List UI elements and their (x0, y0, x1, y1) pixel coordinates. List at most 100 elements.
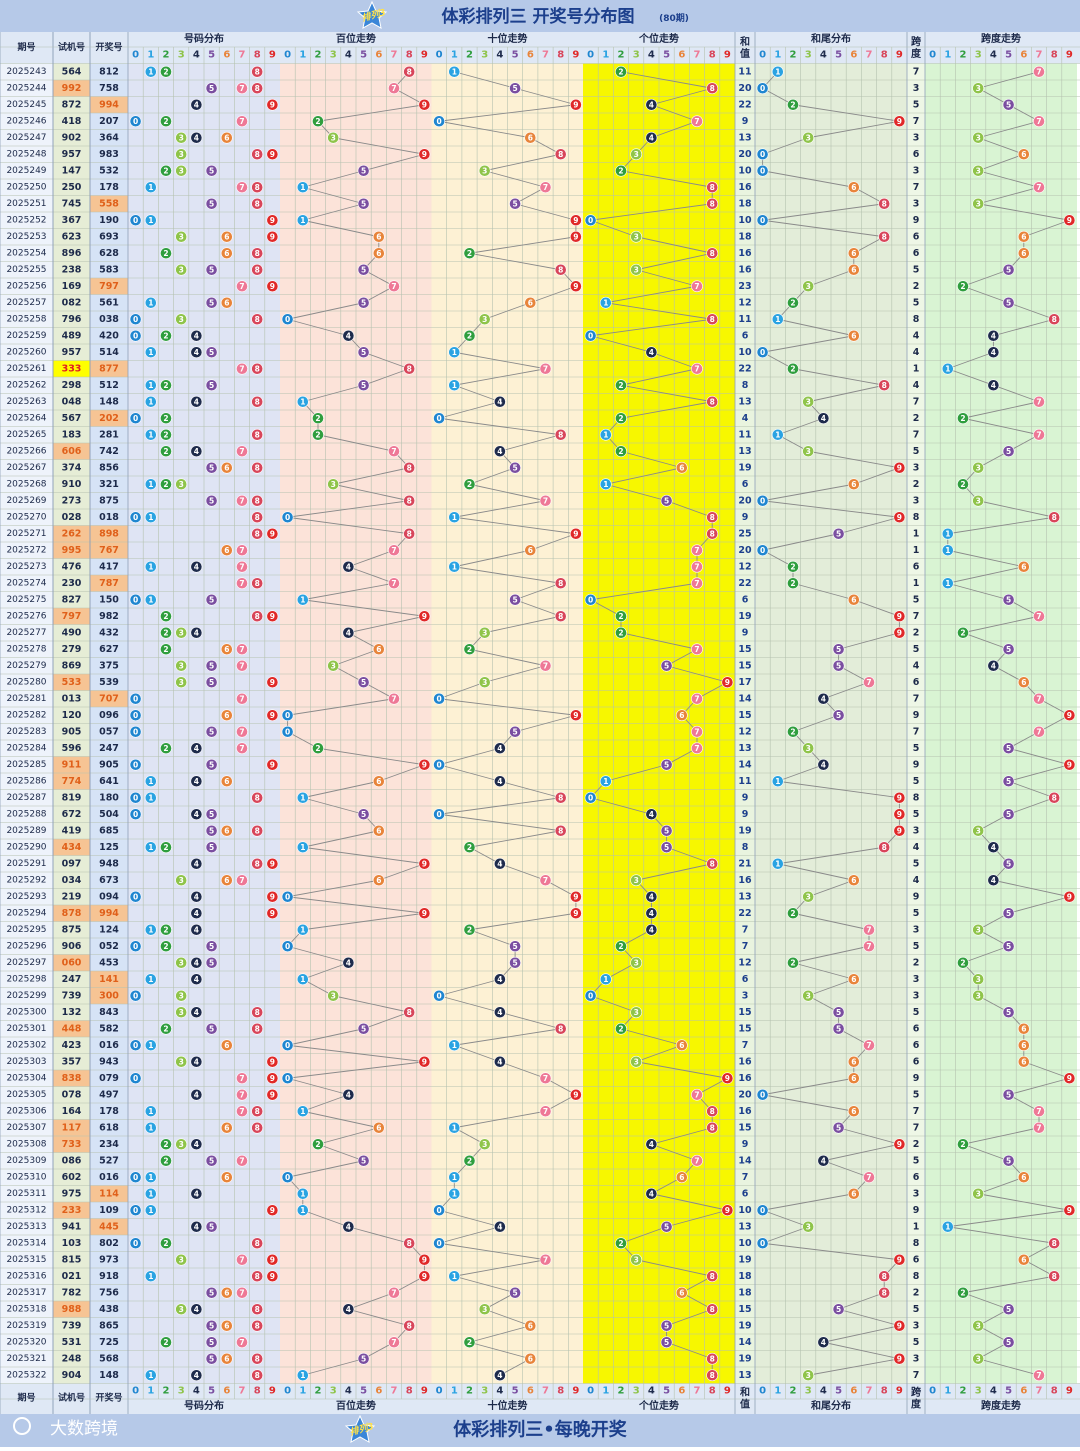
draw-number: 178 (99, 182, 119, 193)
ball-digit: 4 (497, 777, 502, 786)
ball (251, 148, 264, 161)
sum: 15 (738, 1007, 751, 1018)
trend-line (651, 87, 713, 106)
trend-line (651, 1193, 728, 1211)
ball-digit: 5 (209, 299, 214, 308)
ball (372, 824, 385, 837)
ball-digit: 1 (603, 975, 608, 984)
trial-number: 796 (62, 314, 82, 325)
trial-number: 247 (62, 974, 82, 985)
trend-line (666, 1209, 728, 1228)
trend-line (302, 1110, 379, 1129)
ball-digit: 3 (976, 1190, 981, 1199)
digit-header: 8 (709, 50, 716, 61)
span: 5 (913, 776, 920, 787)
ball-digit: 3 (179, 1008, 184, 1017)
ball (372, 247, 385, 260)
ball-digit: 0 (133, 893, 138, 902)
section-title: 和尾分布 (810, 1399, 851, 1412)
ball (1033, 395, 1045, 408)
ball (847, 593, 860, 606)
ball-digit: 7 (239, 365, 244, 374)
ball (220, 247, 233, 260)
column-header: 期号 (17, 41, 35, 53)
trial-number: 623 (62, 231, 82, 242)
ball (236, 1088, 248, 1101)
ball (281, 709, 294, 722)
span: 5 (913, 743, 920, 754)
draw-number: 943 (99, 1056, 119, 1067)
digit-header: 1 (299, 1386, 306, 1397)
draw-number: 983 (99, 149, 119, 160)
ball-digit: 7 (239, 1107, 244, 1116)
trial-number: 910 (62, 479, 82, 490)
sum: 13 (738, 132, 751, 143)
trial-number: 374 (62, 462, 82, 473)
digit-header: 2 (618, 50, 625, 61)
issue: 2025314 (6, 1238, 46, 1248)
digit-header: 8 (406, 1386, 413, 1397)
ball (847, 478, 860, 491)
sum: 22 (738, 99, 751, 110)
ball-digit: 6 (376, 827, 381, 836)
ball-digit: 3 (482, 629, 487, 638)
issue: 2025289 (6, 826, 46, 836)
ball-digit: 0 (285, 711, 290, 720)
ball (236, 181, 248, 194)
ball (802, 742, 815, 755)
trend-line (1008, 302, 1055, 320)
ball-digit: 6 (851, 266, 856, 275)
ball (987, 329, 1000, 342)
ball-digit: 5 (209, 1338, 214, 1347)
ball-digit: 0 (133, 414, 138, 423)
ball-digit: 7 (239, 1256, 244, 1265)
trend-line (302, 846, 425, 865)
ball-digit: 7 (694, 563, 699, 572)
ball-digit: 9 (270, 101, 275, 110)
ball (615, 1022, 627, 1035)
ball-digit: 3 (976, 992, 981, 1001)
sum: 15 (738, 1122, 751, 1133)
trial-number: 872 (62, 99, 82, 110)
ball (1002, 808, 1015, 821)
digit-header: 0 (132, 1386, 139, 1397)
trend-line (438, 747, 501, 766)
trend-line (947, 368, 994, 386)
trial-number: 838 (62, 1073, 82, 1084)
issue: 2025260 (6, 347, 46, 357)
digit-header: 8 (406, 50, 413, 61)
digit-header: 8 (1051, 1386, 1058, 1397)
ball-digit: 7 (391, 1338, 396, 1347)
draw-number: 016 (99, 1172, 119, 1183)
ball (493, 1055, 506, 1068)
draw-number: 207 (99, 116, 119, 127)
ball (266, 214, 279, 227)
trend-line (762, 1226, 809, 1244)
trend-line (348, 566, 395, 584)
draw-number: 321 (99, 479, 119, 490)
section-title: 号码分布 (184, 32, 224, 45)
ball (144, 775, 157, 788)
ball-digit: 8 (255, 1107, 260, 1116)
ball-digit: 5 (1006, 645, 1011, 654)
ball-digit: 9 (573, 101, 578, 110)
ball-digit: 1 (300, 216, 305, 225)
ball (972, 164, 985, 177)
span: 8 (913, 1271, 920, 1282)
issue: 2025256 (6, 281, 46, 291)
ball (403, 494, 416, 507)
ball (296, 973, 309, 986)
ball (1063, 890, 1076, 903)
ball-digit: 5 (512, 1289, 517, 1298)
ball (205, 296, 218, 309)
ball (630, 230, 643, 243)
ball-digit: 4 (194, 1190, 199, 1199)
ball (756, 148, 769, 161)
trial-number: 448 (62, 1023, 82, 1034)
ball (205, 494, 218, 507)
ball-digit: 2 (163, 332, 168, 341)
ball-digit: 9 (270, 216, 275, 225)
issue: 2025243 (6, 67, 46, 77)
ball (972, 82, 985, 95)
